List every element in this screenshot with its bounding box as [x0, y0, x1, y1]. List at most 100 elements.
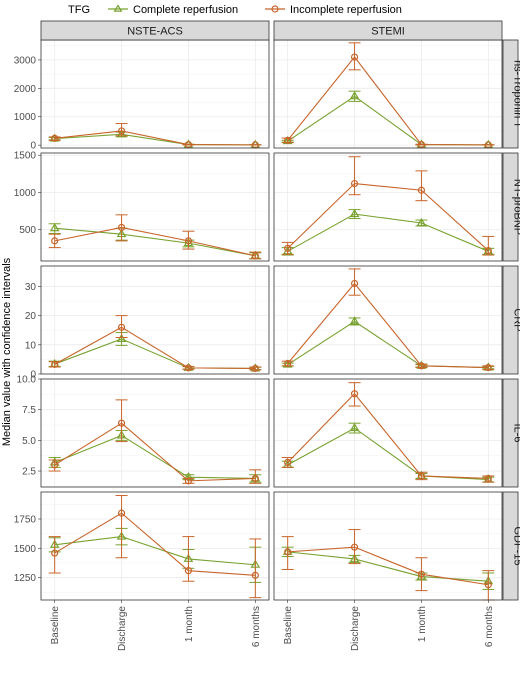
series-line-complete	[54, 434, 256, 479]
panel-background	[274, 40, 502, 148]
row-strip-label: IL-6	[512, 424, 520, 443]
panel-background	[274, 379, 502, 487]
x-tick-label: 6 months	[484, 606, 495, 647]
panel-stemi-nt-probnp	[273, 152, 503, 262]
row-strip: CRP	[502, 265, 520, 375]
legend: TFG Complete reperfusion Incomplete repe…	[68, 4, 402, 16]
data-point-circle	[51, 134, 59, 142]
data-point-circle	[51, 360, 59, 368]
y-tick-label: 1000	[14, 188, 37, 199]
data-point-triangle	[416, 360, 427, 369]
legend-label: Complete reperfusion	[133, 4, 238, 16]
y-tick-label: 20	[25, 311, 37, 322]
data-point-circle	[284, 359, 292, 368]
panel-border	[273, 152, 503, 262]
row-strip-background	[502, 378, 519, 488]
legend-item-incomplete: Incomplete reperfusion	[265, 4, 402, 16]
series-line-complete	[287, 551, 489, 582]
data-point-triangle	[349, 208, 360, 218]
panel-background	[41, 40, 269, 148]
row-strip-background	[502, 39, 519, 149]
data-point-circle	[284, 136, 292, 144]
row-strip-label: CRP	[512, 308, 520, 331]
row-strip-background	[502, 265, 519, 375]
row-strip-label: GDF-15	[512, 526, 520, 565]
data-point-triangle	[116, 333, 127, 342]
data-point-circle	[51, 549, 59, 557]
data-point-circle	[117, 223, 126, 232]
data-point-triangle	[349, 316, 360, 325]
panel-border	[273, 265, 503, 375]
panel-nste-acs-il-6	[40, 378, 270, 488]
panel-stemi-hs-troponin t	[273, 39, 503, 149]
legend-title: TFG	[68, 4, 90, 16]
x-tick-label: Baseline	[283, 606, 294, 645]
data-point-circle	[284, 458, 292, 467]
y-axis-label: Median value with confidence intervals	[1, 257, 13, 446]
series-line-incomplete	[287, 56, 489, 146]
data-point-triangle	[349, 422, 360, 432]
data-point-circle	[51, 237, 59, 245]
panel-stemi-il-6	[273, 378, 503, 488]
row-strip-label: NT-proBNP	[512, 179, 520, 235]
series-line-incomplete	[287, 282, 489, 369]
data-point-circle	[417, 140, 426, 149]
panel-background	[41, 379, 269, 487]
data-point-circle	[350, 279, 359, 288]
legend-label: Incomplete reperfusion	[290, 4, 402, 16]
data-point-circle	[284, 244, 292, 252]
data-point-triangle	[349, 91, 360, 100]
data-point-circle	[51, 461, 59, 469]
data-point-circle	[484, 246, 492, 255]
data-point-circle	[417, 570, 426, 578]
data-point-circle	[184, 477, 193, 485]
series-line-incomplete	[287, 546, 489, 586]
panels: 0 1000 2000 3000 hs-Troponin T 500 1000 1500 NT-…	[14, 20, 520, 651]
y-tick-label: 1250	[14, 573, 37, 584]
data-point-circle	[484, 581, 492, 589]
data-point-circle	[251, 571, 259, 579]
x-tick-label: Baseline	[50, 606, 61, 645]
column-strip-label: STEMI	[371, 26, 405, 38]
row-strip: IL-6	[502, 378, 520, 488]
y-tick-label: 5.0	[22, 436, 36, 447]
data-point-triangle	[416, 139, 427, 148]
column-strip-background	[273, 20, 503, 41]
column-strip-label: NSTE-ACS	[127, 26, 183, 38]
y-tick-label: 7.5	[22, 405, 36, 416]
x-tick-label: 6 months	[251, 606, 262, 647]
x-tick-label: 1 month	[417, 606, 428, 642]
series-line-incomplete	[287, 392, 489, 479]
y-tick-label: 500	[19, 225, 36, 236]
panel-stemi-gdf-15	[273, 491, 503, 601]
data-point-circle	[251, 252, 259, 260]
panel-background	[41, 153, 269, 261]
data-point-triangle	[49, 223, 60, 232]
x-tick-label: Discharge	[350, 606, 361, 651]
data-point-circle	[350, 53, 359, 61]
legend-item-complete: Complete reperfusion	[108, 4, 238, 16]
data-point-circle	[117, 419, 126, 427]
y-tick-label: 0	[30, 370, 36, 381]
data-point-circle	[184, 364, 193, 372]
panel-stemi-crp	[273, 265, 503, 375]
data-point-circle	[184, 237, 193, 245]
y-tick-label: 1500	[14, 544, 37, 555]
y-tick-label: 1750	[14, 515, 37, 526]
data-point-circle	[417, 362, 426, 370]
y-tick-label: 2000	[14, 84, 37, 95]
data-point-circle	[184, 567, 193, 575]
y-tick-label: 2.5	[22, 467, 36, 478]
data-point-circle	[484, 474, 492, 483]
panel-background	[274, 492, 502, 600]
data-point-triangle	[416, 217, 427, 227]
data-point-circle	[184, 140, 193, 149]
row-strip-background	[502, 152, 519, 262]
panel-border	[40, 491, 270, 601]
panel-border	[273, 378, 503, 488]
row-strip-background	[502, 491, 519, 601]
data-point-triangle	[250, 363, 261, 372]
x-tick-label: 1 month	[184, 606, 195, 642]
panel-nste-acs-crp	[40, 265, 270, 375]
